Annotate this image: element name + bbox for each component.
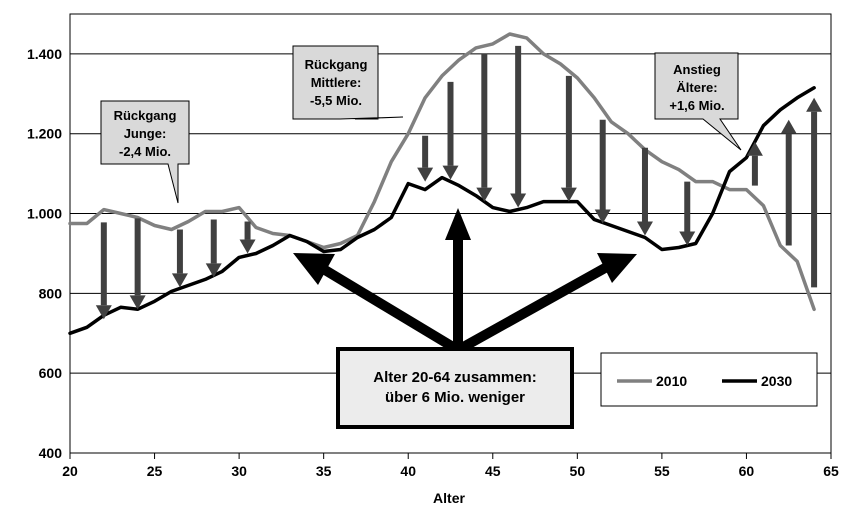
- callout-middle-line-2: Mittlere:: [311, 75, 362, 90]
- series-line-2010: [68, 32, 816, 312]
- summary-arrow-right-shaft: [455, 263, 608, 355]
- change-arrow-head: [780, 119, 797, 134]
- change-arrow-head: [171, 273, 188, 288]
- change-arrow: [239, 221, 256, 254]
- change-arrow-head: [442, 165, 459, 180]
- x-tick-label: 30: [231, 463, 247, 479]
- legend-label-2010: 2010: [656, 373, 687, 389]
- change-arrow: [171, 229, 188, 288]
- plot-frame: [69, 13, 832, 454]
- summary-arrows: [293, 208, 637, 355]
- change-arrow: [636, 147, 653, 236]
- change-arrow-head: [205, 263, 222, 278]
- x-tick-label: 25: [147, 463, 163, 479]
- x-axis-title: Alter: [433, 490, 465, 506]
- change-arrow-head: [95, 305, 112, 320]
- summary-line-1: Alter 20-64 zusammen:: [373, 369, 536, 386]
- legend-label-2030: 2030: [761, 373, 792, 389]
- series-lines: [68, 32, 816, 336]
- change-arrow: [129, 218, 146, 310]
- change-arrow-head: [417, 167, 434, 182]
- change-arrow: [679, 181, 696, 246]
- y-tick-label: 1.000: [27, 206, 62, 222]
- change-arrow: [95, 222, 112, 320]
- y-tick-label: 800: [39, 285, 63, 301]
- callout-young: Rückgang Junge: -2,4 Mio.: [100, 100, 190, 204]
- summary-arrow-right-head: [597, 253, 637, 283]
- callout-middle: Rückgang Mittlere: -5,5 Mio.: [292, 45, 404, 120]
- series-line-2030: [68, 86, 816, 336]
- change-arrow-head: [636, 221, 653, 236]
- x-axis: 20 25 30 35 40 45 50 55 60 65: [62, 453, 839, 479]
- callout-young-box: [100, 100, 190, 204]
- callout-young-line-2: Junge:: [124, 126, 167, 141]
- change-arrow-head: [806, 97, 823, 112]
- change-arrow: [510, 45, 527, 208]
- callout-young-line-1: Rückgang: [114, 108, 177, 123]
- y-tick-label: 1.400: [27, 46, 62, 62]
- y-tick-label: 1.200: [27, 126, 62, 142]
- summary-line-2: über 6 Mio. weniger: [385, 389, 525, 406]
- summary-arrow-left-shaft: [322, 265, 461, 355]
- legend: 2010 2030: [600, 352, 818, 407]
- change-arrow-head: [129, 295, 146, 310]
- change-arrow-head: [476, 187, 493, 202]
- change-arrow: [442, 81, 459, 180]
- callout-older-line-3: +1,6 Mio.: [669, 98, 724, 113]
- callout-middle-line-3: -5,5 Mio.: [310, 93, 362, 108]
- summary-box-frame: [336, 347, 574, 429]
- change-arrow-head: [239, 239, 256, 254]
- callout-older: Anstieg Ältere: +1,6 Mio.: [654, 52, 742, 151]
- change-arrow: [205, 219, 222, 278]
- callout-middle-line-1: Rückgang: [305, 57, 368, 72]
- change-arrow: [417, 135, 434, 182]
- change-arrows: [95, 45, 823, 320]
- callout-older-line-1: Anstieg: [673, 62, 721, 77]
- callout-older-line-2: Ältere:: [676, 80, 717, 95]
- change-arrow: [560, 75, 577, 202]
- x-tick-label: 50: [570, 463, 586, 479]
- callout-young-line-3: -2,4 Mio.: [119, 144, 171, 159]
- callout-older-box: [654, 52, 742, 151]
- change-arrow: [780, 119, 797, 246]
- summary-arrow-up-head: [445, 208, 471, 240]
- change-arrow: [746, 141, 763, 186]
- change-arrow-head: [510, 193, 527, 208]
- summary-arrow-left-head: [293, 253, 335, 285]
- x-tick-label: 55: [654, 463, 670, 479]
- y-axis: 400 600 800 1.000 1.200 1.400: [27, 46, 62, 461]
- change-arrow: [806, 97, 823, 288]
- change-arrow-head: [679, 231, 696, 246]
- summary-box: Alter 20-64 zusammen: über 6 Mio. wenige…: [336, 347, 574, 429]
- change-arrow-head: [594, 209, 611, 224]
- x-tick-label: 40: [400, 463, 416, 479]
- y-tick-label: 400: [39, 445, 63, 461]
- change-arrow: [476, 53, 493, 202]
- x-tick-label: 20: [62, 463, 78, 479]
- x-tick-label: 60: [739, 463, 755, 479]
- x-tick-label: 35: [316, 463, 332, 479]
- callout-middle-box: [292, 45, 404, 120]
- plot-area: [69, 13, 832, 454]
- x-tick-label: 65: [823, 463, 839, 479]
- change-arrow: [594, 119, 611, 224]
- y-tick-label: 600: [39, 365, 63, 381]
- change-arrow-head: [560, 187, 577, 202]
- x-tick-label: 45: [485, 463, 501, 479]
- change-arrow-head: [746, 141, 763, 156]
